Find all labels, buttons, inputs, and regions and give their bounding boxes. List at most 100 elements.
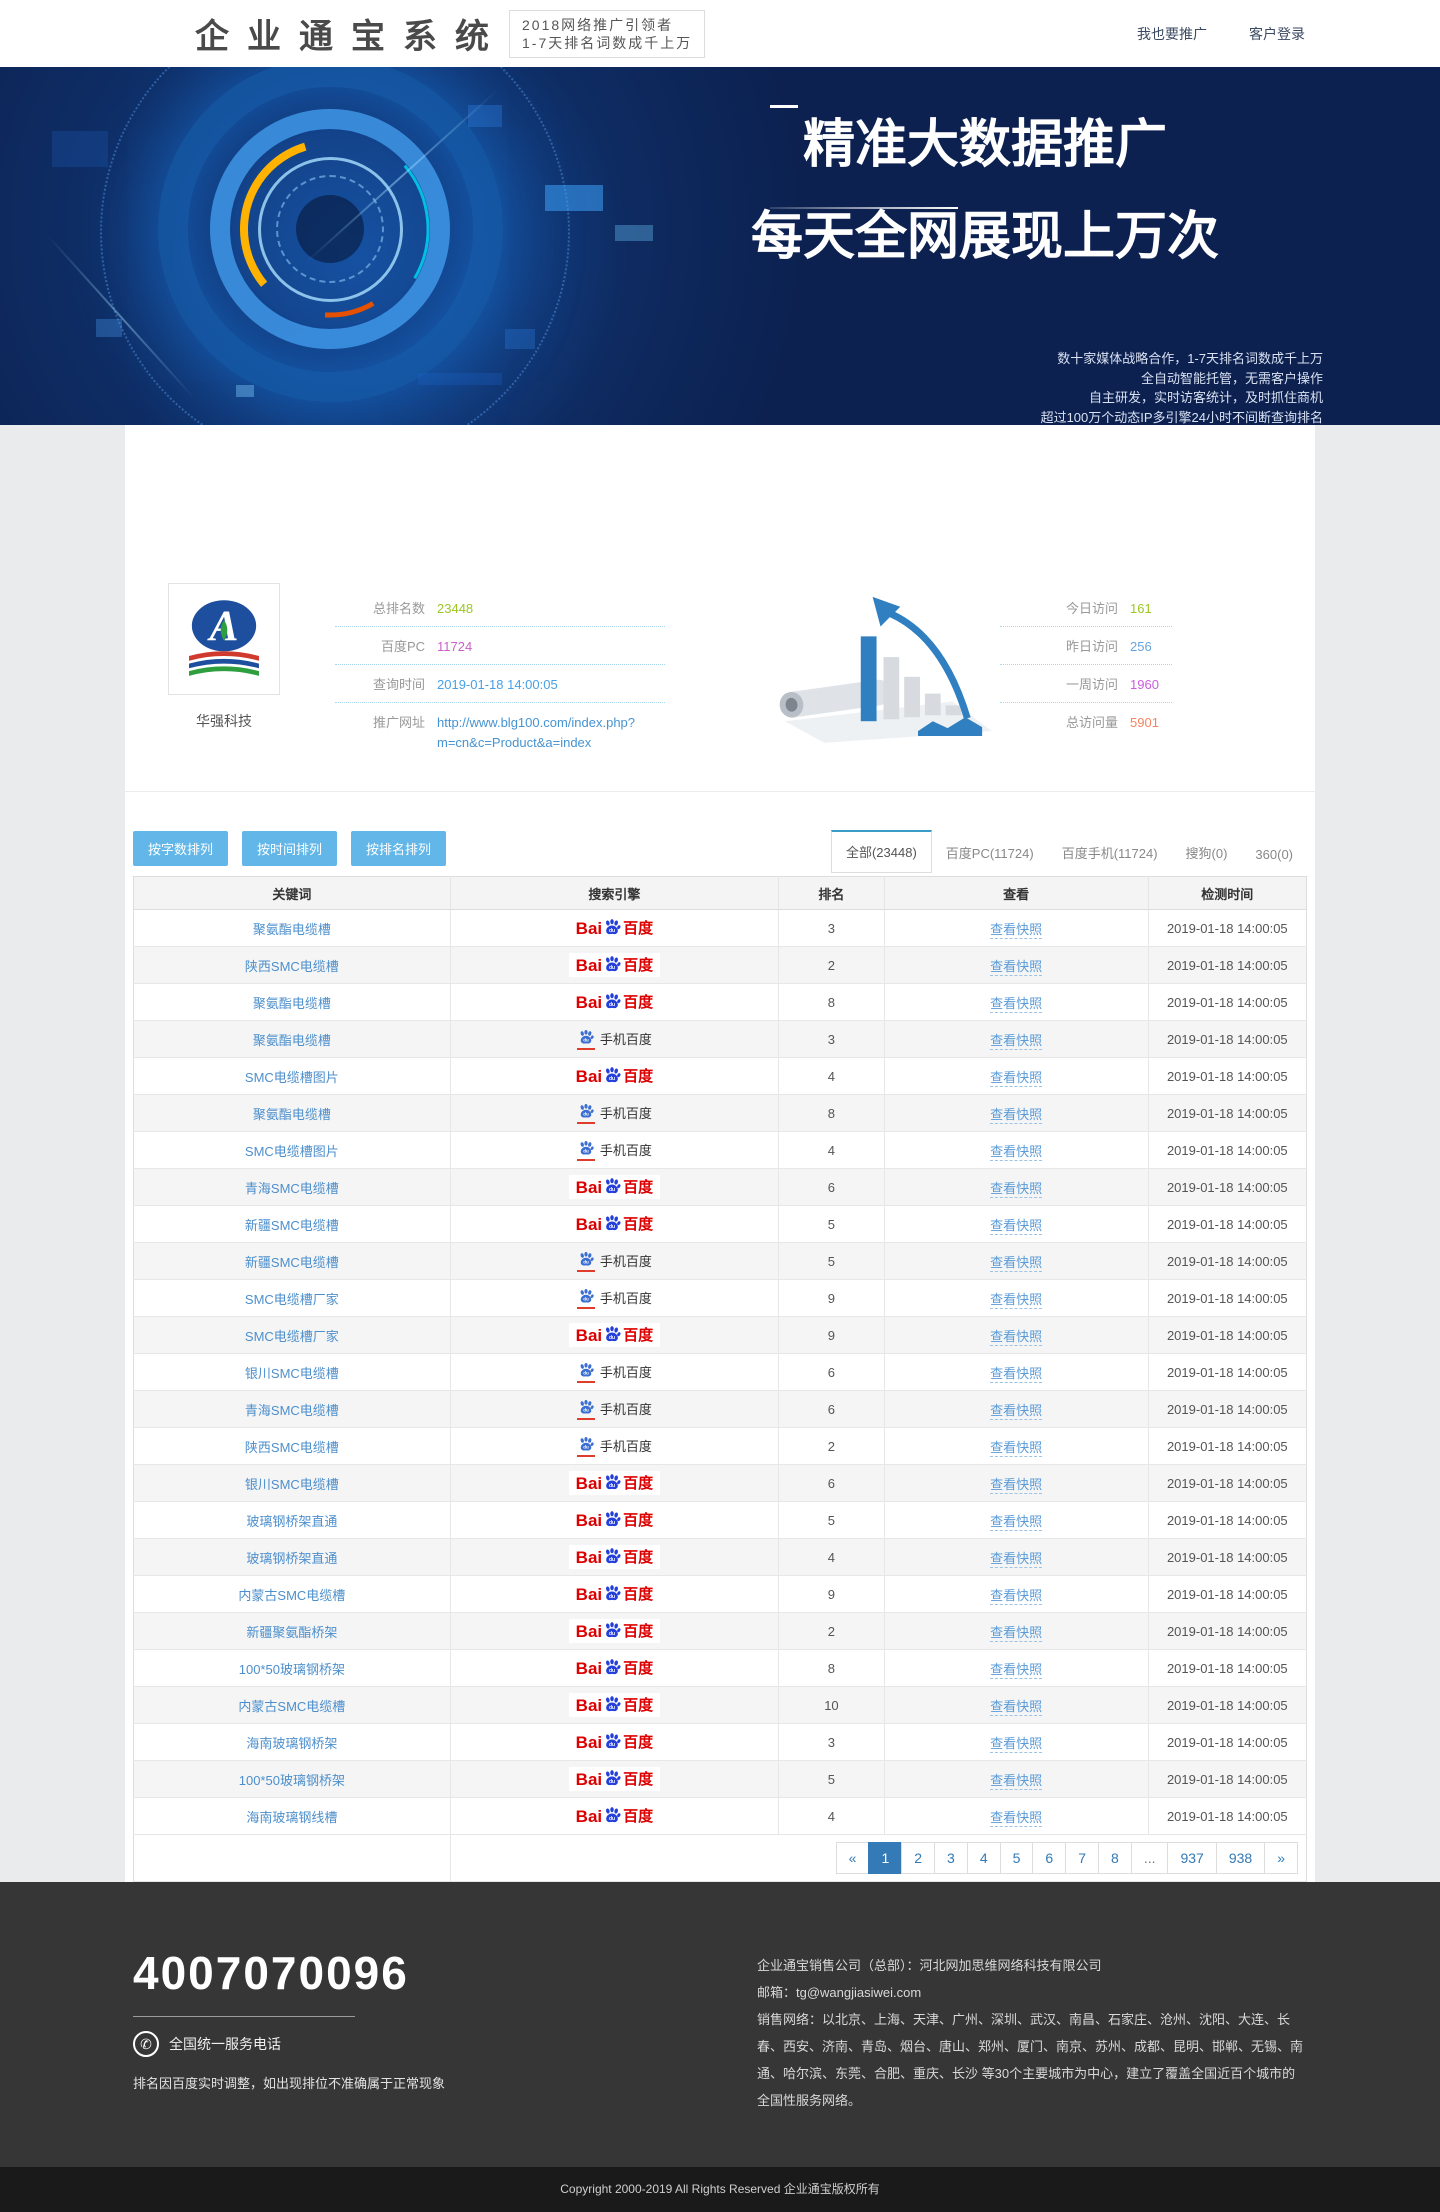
phone-caption: 全国统一服务电话 <box>169 2036 281 2052</box>
hero-bullet: 超过100万个动态IP多引擎24小时不间断查询排名 <box>1040 409 1323 425</box>
view-snapshot-link[interactable]: 查看快照 <box>990 1772 1043 1790</box>
col-header-time: 检测时间 <box>1148 876 1307 910</box>
engine-cell: Bai du 百度 <box>450 1797 780 1835</box>
engine-filter-tabs: 全部(23448) 百度PC(11724) 百度手机(11724) 搜狗(0) 360(… <box>830 830 1307 873</box>
engine-filter-tab[interactable]: 360(0) <box>1255 847 1293 862</box>
keyword-cell[interactable]: 新疆SMC电缆槽 <box>133 1205 451 1243</box>
view-snapshot-link[interactable]: 查看快照 <box>990 1735 1043 1753</box>
page-button[interactable]: 2 <box>901 1842 936 1874</box>
table-row: 100*50玻璃钢桥架 Bai du <box>133 1649 1307 1687</box>
svg-text:du: du <box>609 1816 615 1822</box>
view-snapshot-link[interactable]: 查看快照 <box>990 1254 1043 1272</box>
engine-cell: Bai du 百度 <box>450 1575 780 1613</box>
hero-bullet: 全自动智能托管，无需客户操作 <box>1140 370 1323 386</box>
baidu-paw-icon: du <box>606 1622 621 1638</box>
baidu-pc-icon: Bai du 百度 <box>568 1619 661 1643</box>
page-button[interactable]: 8 <box>1098 1842 1132 1874</box>
keyword-cell[interactable]: 100*50玻璃钢桥架 <box>133 1760 451 1798</box>
view-snapshot-link[interactable]: 查看快照 <box>990 1143 1043 1161</box>
keyword-cell[interactable]: 内蒙古SMC电缆槽 <box>133 1686 451 1724</box>
keyword-cell[interactable]: SMC电缆槽图片 <box>133 1057 451 1095</box>
keyword-cell[interactable]: 100*50玻璃钢桥架 <box>133 1649 451 1687</box>
page-button[interactable]: 937 <box>1167 1842 1217 1874</box>
keyword-cell[interactable]: 海南玻璃钢线槽 <box>133 1797 451 1835</box>
view-snapshot-link[interactable]: 查看快照 <box>990 995 1043 1013</box>
view-snapshot-link[interactable]: 查看快照 <box>990 1698 1043 1716</box>
baidu-mobile-icon: du 手机百度 <box>576 1029 652 1050</box>
engine-filter-tab[interactable]: 百度PC(11724) <box>945 846 1034 861</box>
view-snapshot-link[interactable]: 查看快照 <box>990 1106 1043 1124</box>
svg-text:du: du <box>583 1296 589 1301</box>
keyword-cell[interactable]: 聚氨酯电缆槽 <box>133 909 451 947</box>
page-button[interactable]: 4 <box>966 1842 1001 1874</box>
view-snapshot-link[interactable]: 查看快照 <box>990 1550 1043 1568</box>
keyword-cell[interactable]: SMC电缆槽厂家 <box>133 1279 451 1317</box>
keyword-cell[interactable]: 青海SMC电缆槽 <box>133 1390 451 1428</box>
view-snapshot-link[interactable]: 查看快照 <box>990 1809 1043 1827</box>
view-snapshot-link[interactable]: 查看快照 <box>990 1291 1043 1309</box>
view-snapshot-link[interactable]: 查看快照 <box>990 1624 1043 1642</box>
svg-text:du: du <box>609 1742 615 1748</box>
sort-button[interactable]: 按时间排列 <box>242 831 338 866</box>
view-snapshot-link[interactable]: 查看快照 <box>990 1402 1043 1420</box>
page-button[interactable]: 1 <box>868 1842 903 1874</box>
view-snapshot-link[interactable]: 查看快照 <box>990 1180 1043 1198</box>
baidu-pc-icon: Bai du 百度 <box>568 990 661 1014</box>
view-snapshot-link[interactable]: 查看快照 <box>990 1587 1043 1605</box>
engine-filter-tab[interactable]: 搜狗(0) <box>1185 846 1228 861</box>
baidu-mobile-icon: du 手机百度 <box>576 1288 652 1309</box>
view-snapshot-link[interactable]: 查看快照 <box>990 1217 1043 1235</box>
table-row: 聚氨酯电缆槽 du <box>133 1094 1307 1132</box>
page-button[interactable]: ... <box>1130 1842 1169 1874</box>
view-snapshot-link[interactable]: 查看快照 <box>990 1513 1043 1531</box>
sort-button[interactable]: 按排名排列 <box>351 831 447 866</box>
page-button[interactable]: 938 <box>1215 1842 1266 1874</box>
page-button[interactable]: « <box>835 1842 870 1874</box>
engine-cell: du 手机百度 <box>450 1279 780 1317</box>
engine-filter-tab[interactable]: 全部(23448) <box>830 830 932 873</box>
keyword-cell[interactable]: 新疆SMC电缆槽 <box>133 1242 451 1280</box>
view-snapshot-link[interactable]: 查看快照 <box>990 921 1043 939</box>
stat-label: 一周访问 <box>1065 677 1118 692</box>
keyword-cell[interactable]: 玻璃钢桥架直通 <box>133 1538 451 1576</box>
keyword-cell[interactable]: 青海SMC电缆槽 <box>133 1168 451 1206</box>
keyword-cell[interactable]: 银川SMC电缆槽 <box>133 1464 451 1502</box>
page-button[interactable]: 3 <box>934 1842 968 1874</box>
keyword-cell[interactable]: 聚氨酯电缆槽 <box>133 1094 451 1132</box>
page-button[interactable]: 5 <box>999 1842 1034 1874</box>
keyword-cell[interactable]: SMC电缆槽图片 <box>133 1131 451 1169</box>
rank-cell: 2 <box>778 1612 885 1650</box>
view-snapshot-link[interactable]: 查看快照 <box>990 1439 1043 1457</box>
time-cell: 2019-01-18 14:00:05 <box>1148 983 1307 1021</box>
footer-company-block: 企业通宝销售公司（总部）：河北网加思维网络科技有限公司 邮箱：tg@wangji… <box>757 1946 1315 2114</box>
engine-filter-tab[interactable]: 百度手机(11724) <box>1061 846 1158 861</box>
keyword-cell[interactable]: 聚氨酯电缆槽 <box>133 1020 451 1058</box>
page-button[interactable]: » <box>1264 1842 1298 1874</box>
view-cell: 查看快照 <box>884 1649 1149 1687</box>
rank-cell: 3 <box>778 1723 885 1761</box>
top-nav-link[interactable]: 我也要推广 <box>1137 25 1207 42</box>
view-snapshot-link[interactable]: 查看快照 <box>990 1661 1043 1679</box>
keyword-cell[interactable]: 陕西SMC电缆槽 <box>133 946 451 984</box>
keyword-cell[interactable]: 银川SMC电缆槽 <box>133 1353 451 1391</box>
page-button[interactable]: 6 <box>1032 1842 1067 1874</box>
view-snapshot-link[interactable]: 查看快照 <box>990 1365 1043 1383</box>
table-row: 银川SMC电缆槽 Bai du 百 <box>133 1464 1307 1502</box>
top-nav-link[interactable]: 客户登录 <box>1249 25 1305 42</box>
keyword-cell[interactable]: 内蒙古SMC电缆槽 <box>133 1575 451 1613</box>
page-button[interactable]: 7 <box>1065 1842 1100 1874</box>
keyword-cell[interactable]: 玻璃钢桥架直通 <box>133 1501 451 1539</box>
keyword-cell[interactable]: SMC电缆槽厂家 <box>133 1316 451 1354</box>
engine-cell: Bai du 百度 <box>450 909 780 947</box>
view-snapshot-link[interactable]: 查看快照 <box>990 1328 1043 1346</box>
keyword-cell[interactable]: 海南玻璃钢桥架 <box>133 1723 451 1761</box>
view-snapshot-link[interactable]: 查看快照 <box>990 958 1043 976</box>
keyword-cell[interactable]: 聚氨酯电缆槽 <box>133 983 451 1021</box>
view-cell: 查看快照 <box>884 1020 1149 1058</box>
view-snapshot-link[interactable]: 查看快照 <box>990 1069 1043 1087</box>
view-snapshot-link[interactable]: 查看快照 <box>990 1476 1043 1494</box>
view-snapshot-link[interactable]: 查看快照 <box>990 1032 1043 1050</box>
keyword-cell[interactable]: 新疆聚氨酯桥架 <box>133 1612 451 1650</box>
keyword-cell[interactable]: 陕西SMC电缆槽 <box>133 1427 451 1465</box>
sort-button[interactable]: 按字数排列 <box>133 831 229 866</box>
